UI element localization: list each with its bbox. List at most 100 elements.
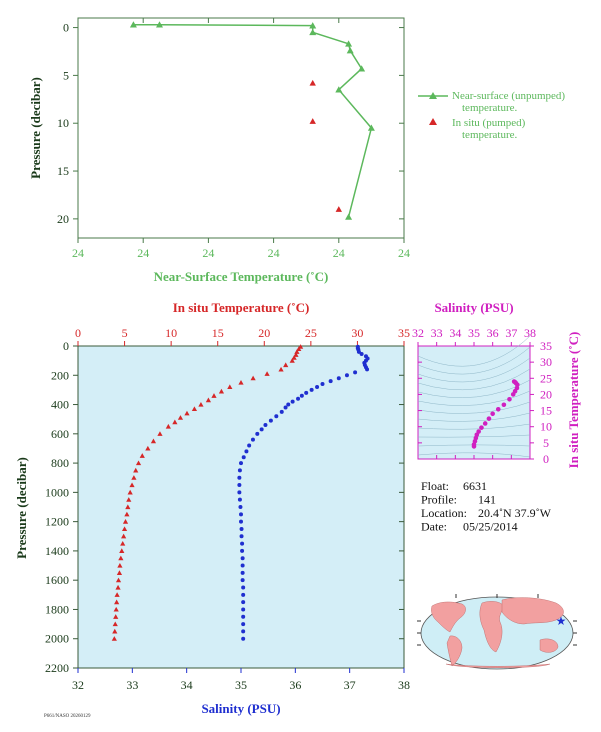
near-surface-xtick-label: 24 [398, 246, 410, 260]
float-info-value: 20.4˚N 37.9˚W [478, 506, 552, 520]
salinity-point [268, 418, 273, 423]
salinity-point [240, 570, 245, 575]
map-land [431, 597, 564, 668]
ts-point [507, 396, 512, 402]
temperature-point [133, 467, 139, 473]
salinity-point [239, 519, 243, 524]
salinity-point [239, 526, 244, 531]
temperature-point [131, 475, 137, 480]
profile-top-xlabel: In situ Temperature (˚C) [173, 300, 310, 315]
ts-contour [417, 368, 531, 391]
ts-ytick-label: 5 [543, 436, 549, 450]
near-surface-marks [129, 21, 375, 220]
temperature-point [112, 621, 118, 627]
near-surface-xlabel: Near-Surface Temperature (˚C) [154, 269, 329, 284]
temperature-point [250, 375, 256, 381]
ts-contour [417, 335, 531, 367]
ts-xtick-label: 36 [487, 326, 499, 340]
near-surface-unpumped-point [346, 47, 354, 54]
salinity-point [239, 512, 243, 517]
profile-top-xtick-label: 25 [305, 326, 317, 340]
temperature-point [211, 393, 217, 398]
map-ticks [417, 594, 577, 646]
ts-contour [417, 357, 531, 383]
legend-marker-pumped [429, 118, 437, 125]
near-surface-unpumped-point [309, 22, 317, 29]
profile-top-xtick-label: 20 [258, 326, 270, 340]
profile-ytick-label: 1800 [45, 602, 69, 616]
temperature-point [293, 352, 299, 357]
map-land-australia [539, 638, 559, 653]
float-info-value: 6631 [463, 479, 487, 493]
float-info-value: 05/25/2014 [463, 520, 518, 534]
salinity-point [290, 399, 295, 404]
profile-bottom-xtick-label: 37 [344, 678, 356, 692]
temperature-point [111, 636, 117, 641]
salinity-point [320, 382, 325, 387]
ts-ytick-label: 35 [540, 339, 552, 353]
profile-top-xtick-label: 30 [351, 326, 363, 340]
map-land-antarctica [445, 663, 551, 668]
profile-ytick-label: 800 [51, 456, 69, 470]
temperature-point [120, 540, 126, 546]
profile-ytick-label: 2000 [45, 632, 69, 646]
near-surface-unpumped-point [156, 21, 163, 28]
salinity-point [237, 483, 242, 488]
profile-bottom-xtick-label: 33 [126, 678, 138, 692]
near-surface-xtick-label: 24 [268, 246, 280, 260]
profile-top-xtick-label: 0 [75, 326, 81, 340]
salinity-point [241, 455, 246, 460]
salinity-point [241, 600, 246, 605]
profile-top-xtick-label: 5 [122, 326, 128, 340]
salinity-point [241, 614, 246, 619]
temperature-point [150, 438, 157, 444]
temperature-point [124, 511, 130, 517]
float-info-value: 141 [478, 493, 496, 507]
legend-marker-unpumped [429, 92, 437, 99]
near-surface-ytick-label: 5 [63, 68, 69, 82]
profile-ytick-label: 1600 [45, 573, 69, 587]
salinity-point [274, 414, 279, 419]
ts-point [501, 402, 507, 408]
near-surface-unpumped-point [367, 124, 375, 131]
temperature-point [296, 346, 302, 352]
salinity-point [304, 390, 309, 395]
temperature-point [157, 431, 163, 436]
temperature-point [184, 410, 190, 416]
salinity-point [283, 405, 288, 410]
temperature-point [115, 584, 121, 590]
near-surface-pumped-point [309, 118, 316, 124]
salinity-point [239, 461, 243, 466]
near-surface-ticks: 0 5 10 15 20 24 24 24 24 24 24 [57, 18, 410, 260]
temperature-point [114, 592, 120, 597]
salinity-point [286, 402, 291, 407]
ts-contour [417, 401, 531, 414]
near-surface-unpumped-point [335, 86, 343, 93]
ts-ytick-label: 15 [540, 404, 552, 418]
profile-bottom-xtick-label: 38 [398, 678, 410, 692]
salinity-point [240, 556, 245, 561]
ts-point [482, 421, 488, 426]
near-surface-ytick-label: 10 [57, 116, 69, 130]
salinity-point [356, 349, 361, 354]
map-land-asia [501, 597, 564, 625]
ts-contour [417, 423, 531, 430]
salinity-point [365, 367, 370, 372]
map-land-americas-north [431, 601, 466, 633]
ts-xtick-label: 38 [524, 326, 536, 340]
salinity-point [239, 534, 244, 539]
temperature-point [116, 570, 123, 575]
temperature-point [127, 489, 133, 495]
ts-contour [417, 412, 531, 422]
salinity-point [255, 431, 260, 436]
near-surface-legend: Near-surface (unpumped) temperature. In … [418, 90, 565, 141]
ts-ytick-label: 25 [540, 371, 552, 385]
ts-point [479, 425, 484, 430]
temperature-point [264, 371, 270, 376]
float-info-label: Float: [421, 479, 449, 493]
profile-ytick-label: 600 [51, 427, 69, 441]
salinity-point [279, 409, 284, 414]
profile-bottom-xtick-label: 36 [289, 678, 301, 692]
profile-top-xtick-label: 35 [398, 326, 410, 340]
